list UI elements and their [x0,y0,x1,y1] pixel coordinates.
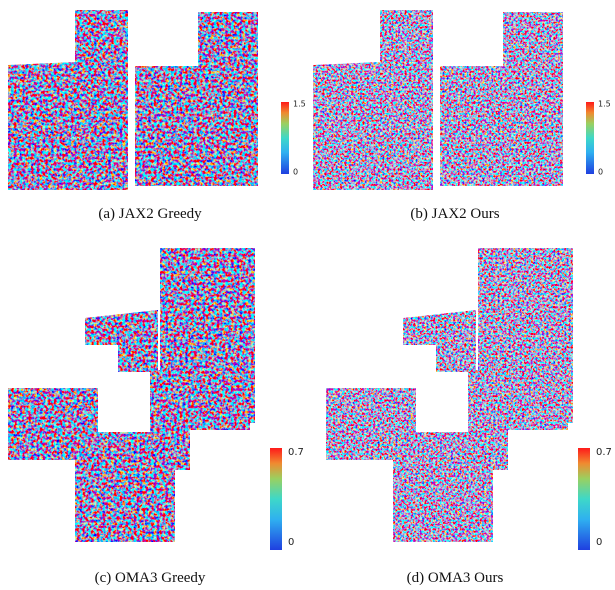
figure: 1.5 0 1.5 0 0.7 0 0.7 0 (a) JAX2 Greedy … [0,0,615,590]
colorbar-max: 0.7 [596,447,612,458]
caption: (a) JAX2 Greedy [98,206,202,222]
colorbar-min: 0 [598,168,603,177]
colorbar-max: 0.7 [288,447,304,458]
colorbar-max: 1.5 [293,100,306,109]
colorbar-min: 0 [596,537,602,548]
error-map [0,0,270,200]
error-map [0,230,265,560]
caption: (d) OMA3 Ours [407,570,504,586]
colorbar [578,448,590,550]
colorbar [270,448,282,550]
colorbar-min: 0 [288,537,294,548]
page: 1.5 0 1.5 0 0.7 0 0.7 0 (a) JAX2 Greedy … [0,0,615,590]
caption: (b) JAX2 Ours [410,206,499,222]
colorbar-min: 0 [293,168,298,177]
colorbar-max: 1.5 [598,100,611,109]
error-map [305,0,575,200]
colorbar [586,102,594,174]
colorbar [281,102,289,174]
caption: (c) OMA3 Greedy [95,570,206,586]
error-map [318,230,583,560]
